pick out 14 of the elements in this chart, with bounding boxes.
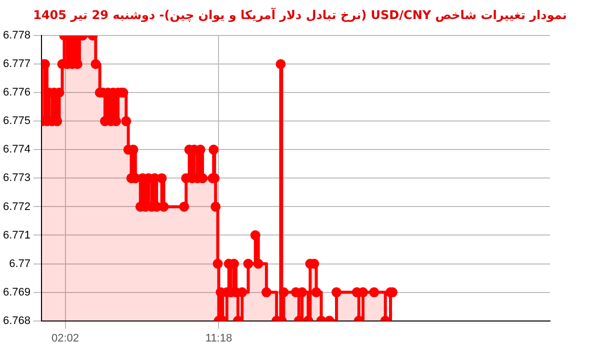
x-tick-label: 11:18	[205, 332, 232, 344]
x-tick-label: 02:02	[52, 332, 80, 344]
y-tick-label: 6.775	[2, 115, 31, 128]
y-tick-label: 6.776	[2, 86, 31, 99]
y-tick-label: 6.773	[2, 172, 31, 184]
chart-title: نمودار تغییرات شاخص USD/CNY (نرخ تبادل دلار آمریکا و یوان چین)- دوشنبه 29 تیر 1405	[32, 6, 568, 24]
y-tick-label: 6.77	[9, 258, 31, 270]
y-tick-label: 6.778	[2, 30, 31, 42]
y-tick-label: 6.774	[2, 144, 31, 156]
y-tick-label: 6.772	[2, 200, 31, 213]
y-tick-label: 6.769	[2, 286, 31, 298]
y-tick-label: 6.768	[2, 314, 31, 327]
y-tick-label: 6.777	[2, 58, 31, 70]
y-tick-label: 6.771	[2, 229, 31, 242]
